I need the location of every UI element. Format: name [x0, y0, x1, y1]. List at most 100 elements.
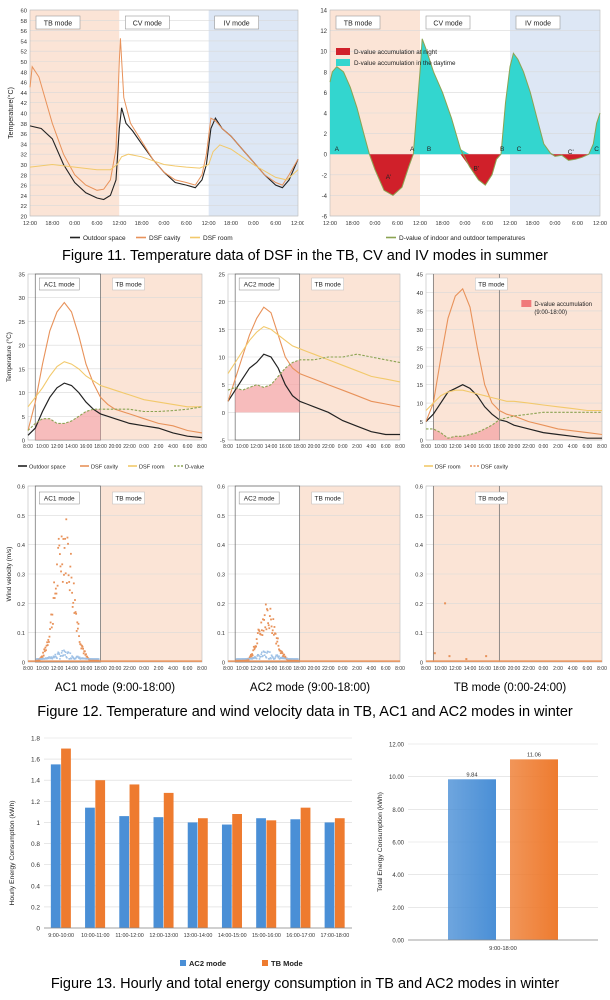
- wind-point-low: [264, 651, 267, 654]
- wind-point: [252, 645, 255, 648]
- legend-swatch-ac2_bar: [180, 960, 186, 966]
- wind-point: [42, 651, 44, 654]
- x-tick-label: 8:00: [597, 444, 607, 450]
- y-tick-label: 1.6: [31, 757, 40, 764]
- x-tick-label: 6:00: [582, 444, 592, 450]
- wind-point-low: [45, 657, 47, 659]
- x-tick-label: 12:00: [291, 221, 304, 227]
- y-tick-label: 0.5: [415, 514, 423, 520]
- wind-point: [54, 592, 57, 595]
- zone-label: TB mode: [344, 21, 373, 28]
- x-tick-label: 14:00-15:00: [218, 933, 247, 939]
- wind-point: [281, 652, 284, 655]
- y-tick-label: 30: [21, 163, 27, 169]
- legend-label: DSF cavity: [149, 235, 181, 242]
- x-tick-label: 16:00-17:00: [286, 933, 315, 939]
- legend-label: AC2 mode: [189, 959, 226, 968]
- plot-border: [425, 485, 603, 663]
- x-tick-label: 18:00: [436, 221, 450, 227]
- wind-point: [254, 646, 256, 649]
- x-tick-label: 6:00: [482, 221, 493, 227]
- wind-point: [58, 544, 61, 547]
- y-tick-label: 0: [22, 439, 25, 445]
- y-tick-label: 35: [417, 309, 423, 315]
- zone-label: CV mode: [433, 21, 462, 28]
- wind-point: [269, 607, 272, 610]
- y-tick-label: 0.1: [415, 631, 423, 637]
- wind-point: [74, 611, 77, 613]
- wind-point: [72, 582, 75, 585]
- bar-ac2_bar: [187, 822, 198, 928]
- wind-point: [249, 655, 252, 658]
- fig12-ac1-temperature-chart: 0 5 10 15 20 25 30 35 8:00 10:00 12:00 14:00 16:00 18…: [4, 268, 208, 480]
- x-tick-label: 0:00: [370, 221, 381, 227]
- figure-13-caption: Figure 13. Hourly and total energy consu…: [50, 976, 560, 992]
- wind-point: [82, 647, 84, 650]
- wind-point: [79, 643, 82, 646]
- wind-point: [271, 632, 274, 634]
- mode-label-box: [238, 491, 280, 505]
- wind-point: [57, 537, 60, 540]
- figure-11-caption: Figure 11. Temperature data of DSF in th…: [62, 248, 548, 264]
- y-axis-label: Temperature (°C): [5, 332, 13, 382]
- y-tick-label: 1.8: [31, 736, 40, 743]
- legend-label: D-value accumulation in the daytime: [354, 60, 456, 67]
- x-tick-label: 14:00: [265, 444, 278, 450]
- wind-point-low: [270, 657, 272, 660]
- y-tick-label: -5: [220, 439, 225, 445]
- bar-ac2_bar: [221, 824, 232, 928]
- wind-point-low: [263, 651, 265, 653]
- wind-point: [54, 587, 57, 590]
- area-label: B: [427, 146, 431, 153]
- wind-point: [61, 563, 64, 566]
- y-tick-label: 22: [21, 204, 27, 210]
- wind-point: [75, 612, 78, 615]
- x-tick-label: 9:00-18:00: [489, 946, 517, 952]
- wind-point: [73, 612, 76, 614]
- y-tick-label: 30: [417, 328, 423, 334]
- x-tick-label: 16:00: [478, 444, 491, 450]
- x-tick-label: 18:00: [135, 221, 149, 227]
- y-tick-label: 44: [21, 91, 28, 97]
- mode-label: TB mode: [314, 282, 341, 289]
- wind-point: [97, 659, 100, 662]
- legend-swatch-accumulation: [521, 300, 532, 307]
- series-line-dvalue: [27, 406, 203, 431]
- wind-point: [61, 580, 64, 583]
- y-tick-label: 0.2: [217, 602, 225, 608]
- wind-point: [275, 642, 278, 645]
- x-tick-label: 6:00: [181, 221, 192, 227]
- wind-point: [256, 632, 259, 634]
- wind-point: [64, 572, 67, 575]
- bar-ac2_bar: [448, 779, 496, 940]
- wind-point: [83, 650, 86, 653]
- zone-label: IV mode: [525, 21, 551, 28]
- bar-ac2_bar: [50, 764, 61, 928]
- y-tick-label: 25: [219, 273, 225, 279]
- y-tick-label: 38: [21, 122, 27, 128]
- x-tick-label: 9:00-10:00: [48, 933, 74, 939]
- wind-point: [297, 659, 299, 662]
- x-tick-label: 0:00: [550, 221, 561, 227]
- mode-label-box: [475, 491, 508, 505]
- wind-point: [253, 648, 256, 651]
- x-tick-label: 10:00: [434, 666, 447, 672]
- x-tick-label: 6:00: [381, 444, 391, 450]
- y-tick-label: 5: [222, 383, 225, 389]
- x-tick-label: 2:00: [154, 444, 164, 450]
- wind-point: [252, 649, 255, 652]
- y-tick-label: 15: [417, 383, 423, 389]
- x-tick-label: 11:00-12:00: [115, 933, 143, 939]
- wind-point-low: [256, 655, 259, 657]
- y-tick-label: 8: [324, 70, 328, 76]
- wind-point: [272, 618, 275, 621]
- bar-tb_bar: [334, 818, 345, 928]
- wind-point-low: [255, 657, 258, 660]
- x-tick-label: 6:00: [183, 666, 193, 672]
- wind-point-low: [268, 658, 271, 660]
- plot-border: [27, 273, 203, 441]
- wind-point: [65, 518, 68, 521]
- x-tick-label: 16:00: [279, 666, 292, 672]
- wind-point-low: [254, 655, 256, 658]
- x-tick-label: 22:00: [522, 666, 535, 672]
